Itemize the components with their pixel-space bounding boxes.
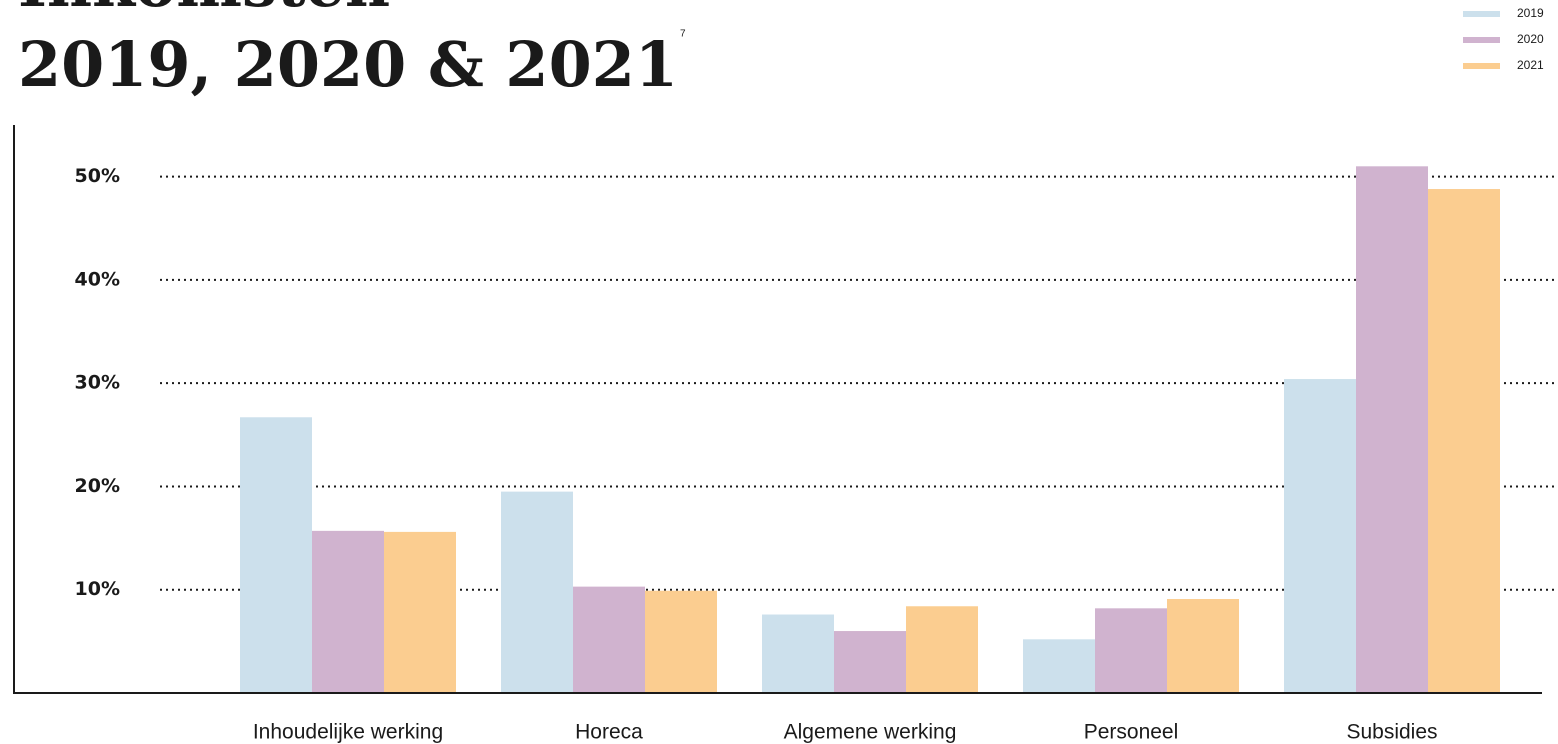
bar [834,631,906,693]
y-tick-label: 20% [75,475,120,497]
x-tick-label: Algemene werking [784,721,957,744]
x-tick-label: Subsidies [1346,721,1437,744]
y-tick-label: 30% [75,372,120,394]
footnote-marker: 7 [680,29,686,40]
bar [501,491,573,693]
legend-swatch [1463,37,1500,43]
x-tick-label: Horeca [575,721,643,744]
y-tick-label: 50% [75,165,120,187]
chart-title-line: 2019, 2020 & 2021 [18,28,678,101]
bar [573,586,645,693]
bar [240,417,312,693]
legend-swatch [1463,63,1500,69]
bar [1428,189,1500,693]
legend-label: 2021 [1517,58,1544,72]
x-tick-label: Inhoudelijke werking [253,721,443,744]
bar [906,606,978,693]
bar [1167,599,1239,693]
x-tick-label: Personeel [1084,721,1179,744]
legend-label: 2020 [1517,32,1544,46]
bar [645,590,717,693]
y-tick-label: 10% [75,578,120,600]
bar [1356,166,1428,694]
legend-swatch [1463,11,1500,17]
chart-title-line: Inkomsten [18,0,390,21]
bar [1284,379,1356,693]
legend-label: 2019 [1517,6,1544,20]
y-tick-label: 40% [75,268,120,290]
bar [1095,608,1167,693]
bar [384,531,456,693]
bar [1023,639,1095,693]
bar [762,614,834,693]
bar [312,530,384,693]
